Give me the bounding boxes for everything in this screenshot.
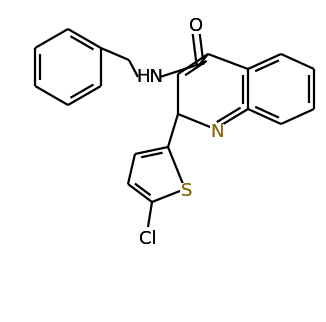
Bar bbox=[180, 183, 194, 199]
Text: S: S bbox=[181, 182, 193, 200]
Text: Cl: Cl bbox=[139, 230, 157, 248]
Text: HN: HN bbox=[137, 68, 164, 86]
Text: Cl: Cl bbox=[139, 230, 157, 248]
Bar bbox=[137, 231, 159, 247]
Text: N: N bbox=[210, 123, 224, 141]
Text: O: O bbox=[189, 17, 203, 35]
Text: O: O bbox=[189, 17, 203, 35]
Bar bbox=[189, 18, 203, 34]
Bar bbox=[210, 124, 224, 140]
Text: S: S bbox=[181, 182, 193, 200]
Text: HN: HN bbox=[137, 68, 164, 86]
Bar bbox=[139, 69, 161, 85]
Text: N: N bbox=[210, 123, 224, 141]
